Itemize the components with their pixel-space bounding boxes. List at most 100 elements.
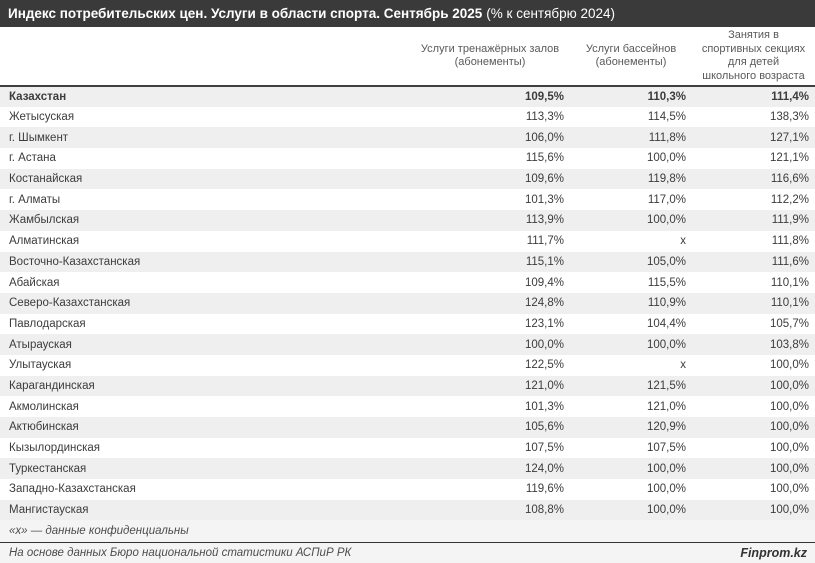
table-row: Северо-Казахстанская 124,8% 110,9% 110,1%	[0, 292, 815, 314]
page-title-suffix: (% к сентябрю 2024)	[486, 6, 616, 21]
region-cell: Актюбинская	[9, 421, 79, 434]
value-cell: 108,8%	[524, 504, 564, 517]
region-cell: Мангистауская	[9, 504, 89, 517]
value-cell: 107,5%	[646, 442, 686, 455]
region-cell: Жетысуская	[9, 111, 75, 124]
value-cell: 100,0%	[769, 442, 809, 455]
value-cell: 100,0%	[646, 338, 686, 351]
value-cell: 100,0%	[769, 504, 809, 517]
value-cell: 105,6%	[524, 421, 564, 434]
value-cell: 123,1%	[524, 317, 564, 330]
value-cell: 105,0%	[646, 255, 686, 268]
region-cell: Костанайская	[9, 173, 83, 186]
value-cell: 111,8%	[771, 235, 809, 248]
table-body: Казахстан 109,5% 110,3% 111,4% Жетысуская 113…	[0, 86, 815, 521]
table-row: Алматинская 111,7% х 111,8%	[0, 230, 815, 252]
value-cell: 110,9%	[647, 297, 686, 310]
table-row: г. Астана 115,6% 100,0% 121,1%	[0, 148, 815, 169]
value-cell: 111,6%	[771, 255, 809, 268]
region-cell: г. Шымкент	[9, 131, 69, 144]
value-cell: 100,0%	[646, 483, 686, 496]
value-cell: 122,5%	[524, 359, 564, 372]
value-cell: 138,3%	[769, 111, 809, 124]
value-cell: 112,2%	[770, 193, 809, 206]
value-cell: 109,4%	[524, 276, 564, 289]
value-cell: 124,0%	[524, 462, 564, 475]
region-cell: Жамбылская	[9, 214, 80, 227]
value-cell: 101,3%	[524, 400, 564, 413]
region-column-header	[0, 27, 410, 87]
value-cell: 100,0%	[646, 152, 686, 165]
table-row: Акмолинская 101,3% 121,0% 100,0%	[0, 396, 815, 417]
region-cell: Абайская	[9, 276, 60, 289]
region-cell: Карагандинская	[9, 379, 95, 392]
region-cell: Улытауская	[9, 359, 72, 372]
value-cell: 127,1%	[769, 131, 809, 144]
value-cell: 116,6%	[770, 173, 809, 186]
table-header: Услуги тренажёрных залов (абонементы) Ус…	[0, 27, 815, 87]
region-cell: Западно-Казахстанская	[9, 483, 136, 496]
region-cell: Атырауская	[9, 338, 72, 351]
value-cell: 117,0%	[647, 193, 686, 206]
value-cell: 109,5%	[524, 90, 564, 103]
column-header-kids-sections: Занятия в спортивных секциях для детей ш…	[692, 27, 815, 87]
table-row: г. Алматы 101,3% 117,0% 112,2%	[0, 189, 815, 211]
table-row: Карагандинская 121,0% 121,5% 100,0%	[0, 375, 815, 397]
table-row: Абайская 109,4% 115,5% 110,1%	[0, 272, 815, 293]
value-cell: 101,3%	[524, 193, 564, 206]
value-cell: 114,5%	[647, 111, 686, 124]
region-cell: Павлодарская	[9, 317, 86, 330]
table-row: Туркестанская 124,0% 100,0% 100,0%	[0, 458, 815, 480]
title-bar: Индекс потребительских цен. Услуги в обл…	[0, 0, 815, 27]
value-cell: 121,0%	[646, 400, 686, 413]
table-row: Атырауская 100,0% 100,0% 103,8%	[0, 334, 815, 355]
value-cell: 119,6%	[525, 483, 564, 496]
region-cell: Акмолинская	[9, 400, 79, 413]
value-cell: 121,5%	[646, 379, 686, 392]
confidential-footnote: «х» — данные конфиденциальны	[0, 520, 815, 544]
value-cell: 106,0%	[524, 131, 564, 144]
value-cell: 110,1%	[770, 297, 809, 310]
cpi-sport-table: Услуги тренажёрных залов (абонементы) Ус…	[0, 27, 815, 521]
value-cell: 111,4%	[771, 90, 809, 103]
value-cell: 115,5%	[647, 276, 686, 289]
region-cell: Восточно-Казахстанская	[9, 255, 141, 268]
value-cell: 110,1%	[770, 276, 809, 289]
value-cell: 100,0%	[769, 359, 809, 372]
value-cell: 113,9%	[525, 214, 564, 227]
table-row: Мангистауская 108,8% 100,0% 100,0%	[0, 499, 815, 521]
region-cell: Туркестанская	[9, 462, 87, 475]
region-cell: Алматинская	[9, 235, 80, 248]
column-header-pools: Услуги бассейнов (абонементы)	[570, 27, 692, 87]
value-cell: 100,0%	[769, 462, 809, 475]
value-cell: 121,1%	[769, 152, 809, 165]
value-cell: 124,8%	[524, 297, 564, 310]
footer-bar: На основе данных Бюро национальной стати…	[0, 543, 815, 563]
table-row: Западно-Казахстанская 119,6% 100,0% 100,0%	[0, 479, 815, 500]
region-cell: г. Астана	[9, 152, 56, 165]
value-cell: 111,8%	[648, 131, 686, 144]
region-cell: Казахстан	[9, 90, 67, 103]
value-cell: 120,9%	[646, 421, 686, 434]
value-cell: 100,0%	[769, 483, 809, 496]
value-cell: х	[680, 359, 686, 372]
value-cell: 111,7%	[526, 235, 564, 248]
region-cell: Кызылординская	[9, 442, 101, 455]
value-cell: 113,3%	[525, 111, 564, 124]
data-source-note: На основе данных Бюро национальной стати…	[9, 547, 352, 560]
region-cell: Северо-Казахстанская	[9, 297, 131, 310]
table-row: Павлодарская 123,1% 104,4% 105,7%	[0, 313, 815, 335]
table-row: Восточно-Казахстанская 115,1% 105,0% 111,6%	[0, 251, 815, 273]
value-cell: 115,1%	[525, 255, 564, 268]
value-cell: 100,0%	[646, 214, 686, 227]
value-cell: 100,0%	[524, 338, 564, 351]
region-cell: г. Алматы	[9, 193, 61, 206]
column-header-gyms: Услуги тренажёрных залов (абонементы)	[410, 27, 570, 87]
table-row: Кызылординская 107,5% 107,5% 100,0%	[0, 437, 815, 459]
value-cell: 104,4%	[646, 317, 686, 330]
value-cell: х	[680, 235, 686, 248]
value-cell: 111,9%	[771, 214, 809, 227]
brand-logo: Finprom.kz	[740, 546, 807, 561]
value-cell: 105,7%	[769, 317, 809, 330]
